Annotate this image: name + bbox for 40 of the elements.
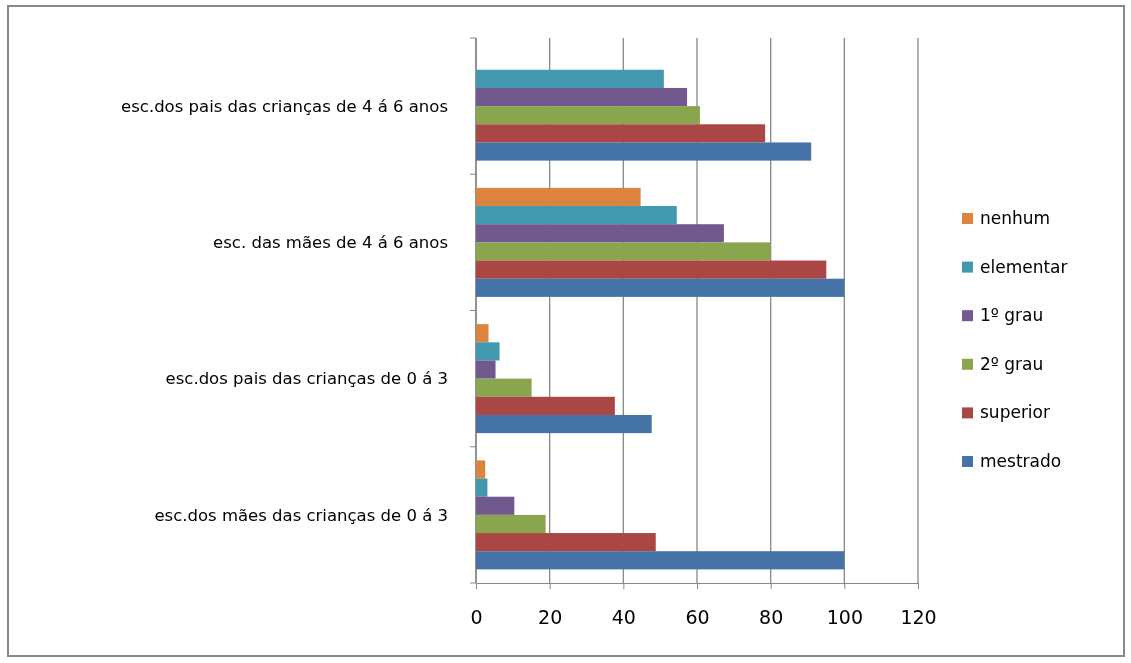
bar <box>476 342 500 361</box>
bar <box>476 187 641 207</box>
bar <box>476 533 656 552</box>
legend-label: mestrado <box>980 450 1062 471</box>
bar <box>476 460 486 479</box>
bar <box>476 124 766 143</box>
bar <box>476 478 488 497</box>
bar <box>476 260 827 279</box>
bar <box>476 224 724 243</box>
bar <box>476 551 845 570</box>
bar <box>476 324 489 343</box>
bar <box>476 87 688 107</box>
x-tick-label: 0 <box>470 606 483 629</box>
bar <box>476 514 546 534</box>
bar <box>476 69 664 88</box>
y-tick-label: esc.dos mães das crianças de 0 á 3 <box>154 505 448 525</box>
bar <box>476 378 532 397</box>
y-tick-label: esc.dos pais das crianças de 4 á 6 anos <box>121 96 448 116</box>
bar <box>476 360 496 379</box>
x-tick-label: 100 <box>826 606 863 629</box>
y-tick-label: esc.dos pais das crianças de 0 á 3 <box>165 369 448 389</box>
x-tick-label: 20 <box>538 606 563 629</box>
bar <box>476 106 700 125</box>
legend-label: 2º grau <box>980 353 1044 374</box>
bar <box>476 278 845 297</box>
x-tick-label: 80 <box>759 606 784 629</box>
y-tick-label: esc. das mães de 4 á 6 anos <box>213 233 448 253</box>
bar <box>476 396 615 415</box>
bar <box>476 206 677 225</box>
legend-label: elementar <box>980 256 1068 277</box>
legend-label: nenhum <box>980 207 1051 228</box>
x-tick-label: 120 <box>900 606 937 629</box>
x-tick-label: 40 <box>611 606 636 629</box>
bar <box>476 242 771 261</box>
legend-label: superior <box>980 402 1050 423</box>
x-tick-label: 60 <box>685 606 710 629</box>
legend-label: 1º grau <box>980 305 1044 326</box>
bar <box>476 414 652 434</box>
bar <box>476 496 515 515</box>
bar <box>476 142 812 161</box>
